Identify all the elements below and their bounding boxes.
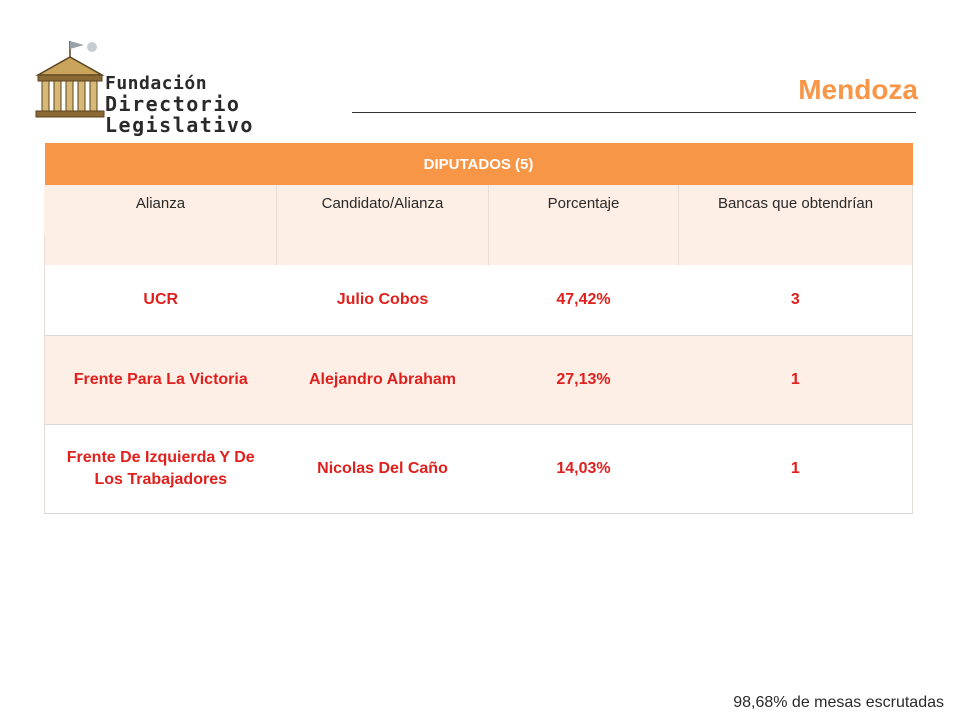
cell-porcentaje: 27,13% xyxy=(488,335,679,425)
column-header-porcentaje: Porcentaje xyxy=(488,185,679,235)
spacer-cell xyxy=(488,235,679,265)
cell-candidato: Nicolas Del Caño xyxy=(276,424,489,514)
logo-text: Fundación Directorio Legislativo xyxy=(105,73,340,137)
results-table: DIPUTADOS (5) Alianza Candidato/Alianza … xyxy=(44,143,914,514)
column-header-bancas: Bancas que obtendrían xyxy=(677,185,914,235)
cell-candidato: Alejandro Abraham xyxy=(276,335,489,425)
cell-porcentaje: 14,03% xyxy=(488,424,679,514)
cell-alianza: Frente De Izquierda Y De Los Trabajadore… xyxy=(44,424,277,514)
spacer-cell xyxy=(677,235,914,265)
cell-bancas: 3 xyxy=(678,265,914,336)
table-row: Frente Para La Victoria Alejandro Abraha… xyxy=(44,335,914,425)
column-header-row: Alianza Candidato/Alianza Porcentaje Ban… xyxy=(44,185,914,235)
cell-porcentaje: 47,42% xyxy=(488,265,679,336)
table-row: UCR Julio Cobos 47,42% 3 xyxy=(44,265,914,336)
page-title: Mendoza xyxy=(798,74,918,105)
column-header-alianza: Alianza xyxy=(44,185,277,235)
footnote: 98,68% de mesas escrutadas xyxy=(733,694,944,711)
spacer-cell xyxy=(276,235,489,265)
spacer-cell xyxy=(44,235,277,265)
title-divider xyxy=(352,112,916,113)
table-header: DIPUTADOS (5) xyxy=(44,143,913,185)
logo-line1: Fundación xyxy=(105,73,208,94)
logo-line2: Directorio Legislativo xyxy=(105,91,254,137)
cell-alianza: UCR xyxy=(44,265,277,336)
cell-bancas: 1 xyxy=(678,424,914,514)
table-header-row: DIPUTADOS (5) xyxy=(44,143,913,185)
column-header-candidato: Candidato/Alianza xyxy=(276,185,489,235)
cell-candidato: Julio Cobos xyxy=(276,265,489,336)
foundation-logo: Fundación Directorio Legislativo xyxy=(30,35,340,135)
parliament-building-icon xyxy=(35,41,105,118)
cell-bancas: 1 xyxy=(678,335,914,425)
header-spacer-row xyxy=(44,235,914,265)
table-row: Frente De Izquierda Y De Los Trabajadore… xyxy=(44,424,914,514)
cell-alianza: Frente Para La Victoria xyxy=(44,335,277,425)
